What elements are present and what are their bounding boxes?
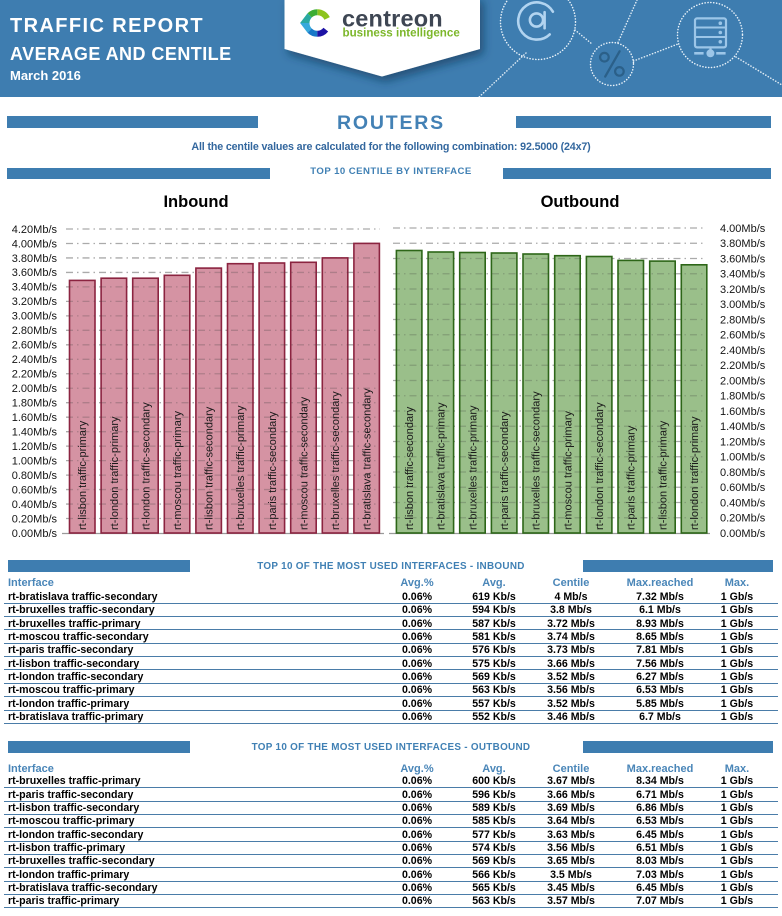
svg-text:0.00Mb/s: 0.00Mb/s [720, 528, 766, 540]
svg-text:1.40Mb/s: 1.40Mb/s [720, 421, 766, 433]
svg-text:rt-moscou traffic-primary: rt-moscou traffic-primary [172, 411, 184, 530]
svg-text:2.80Mb/s: 2.80Mb/s [12, 325, 58, 337]
svg-text:2.60Mb/s: 2.60Mb/s [12, 340, 58, 352]
svg-text:2.60Mb/s: 2.60Mb/s [720, 330, 766, 342]
svg-text:centreon: centreon [342, 6, 443, 32]
svg-text:1.80Mb/s: 1.80Mb/s [12, 398, 58, 410]
svg-text:rt-london traffic-primary: rt-london traffic-primary [689, 416, 701, 530]
svg-text:0.40Mb/s: 0.40Mb/s [12, 499, 58, 511]
svg-text:1.60Mb/s: 1.60Mb/s [720, 406, 766, 418]
svg-text:3.80Mb/s: 3.80Mb/s [720, 238, 766, 250]
svg-text:0.80Mb/s: 0.80Mb/s [720, 467, 766, 479]
svg-text:business intelligence: business intelligence [343, 27, 461, 40]
svg-text:rt-paris traffic-secondary: rt-paris traffic-secondary [267, 411, 279, 530]
svg-text:3.00Mb/s: 3.00Mb/s [720, 299, 766, 311]
svg-text:1.20Mb/s: 1.20Mb/s [720, 436, 766, 448]
svg-text:2.00Mb/s: 2.00Mb/s [12, 383, 58, 395]
svg-text:2.20Mb/s: 2.20Mb/s [12, 369, 58, 381]
svg-text:rt-bruxelles traffic-secondary: rt-bruxelles traffic-secondary [531, 391, 543, 530]
svg-text:rt-bruxelles traffic-primary: rt-bruxelles traffic-primary [235, 405, 247, 530]
svg-text:rt-moscou traffic-primary: rt-moscou traffic-primary [562, 411, 574, 530]
svg-text:rt-london traffic-secondary: rt-london traffic-secondary [594, 402, 606, 530]
svg-text:rt-paris traffic-secondary: rt-paris traffic-secondary [499, 411, 511, 530]
svg-text:2.00Mb/s: 2.00Mb/s [720, 375, 766, 387]
svg-text:1.00Mb/s: 1.00Mb/s [720, 452, 766, 464]
svg-text:rt-moscou traffic-secondary: rt-moscou traffic-secondary [298, 396, 310, 530]
svg-text:0.60Mb/s: 0.60Mb/s [720, 482, 766, 494]
svg-text:3.60Mb/s: 3.60Mb/s [12, 267, 58, 279]
svg-text:0.60Mb/s: 0.60Mb/s [12, 484, 58, 496]
svg-text:2.40Mb/s: 2.40Mb/s [12, 354, 58, 366]
svg-text:rt-bruxelles traffic-secondary: rt-bruxelles traffic-secondary [330, 391, 342, 530]
svg-text:2.80Mb/s: 2.80Mb/s [720, 314, 766, 326]
svg-text:0.20Mb/s: 0.20Mb/s [720, 513, 766, 525]
svg-text:1.80Mb/s: 1.80Mb/s [720, 391, 766, 403]
svg-text:Inbound: Inbound [163, 193, 228, 211]
svg-text:2.40Mb/s: 2.40Mb/s [720, 345, 766, 357]
svg-text:3.40Mb/s: 3.40Mb/s [12, 282, 58, 294]
svg-text:4.00Mb/s: 4.00Mb/s [12, 238, 58, 250]
svg-text:Outbound: Outbound [541, 193, 620, 211]
svg-text:3.40Mb/s: 3.40Mb/s [720, 269, 766, 281]
svg-text:0.00Mb/s: 0.00Mb/s [12, 528, 58, 540]
svg-text:4.00Mb/s: 4.00Mb/s [720, 223, 766, 235]
svg-text:1.20Mb/s: 1.20Mb/s [12, 441, 58, 453]
svg-text:2.20Mb/s: 2.20Mb/s [720, 360, 766, 372]
svg-text:0.40Mb/s: 0.40Mb/s [720, 497, 766, 509]
svg-text:rt-lisbon traffic-secondary: rt-lisbon traffic-secondary [204, 406, 216, 530]
svg-text:rt-london traffic-primary: rt-london traffic-primary [109, 416, 121, 530]
svg-text:rt-bratislava traffic-secondar: rt-bratislava traffic-secondary [362, 388, 374, 530]
svg-text:1.60Mb/s: 1.60Mb/s [12, 412, 58, 424]
svg-text:3.80Mb/s: 3.80Mb/s [12, 253, 58, 265]
svg-text:rt-lisbon traffic-secondary: rt-lisbon traffic-secondary [404, 406, 416, 530]
svg-text:1.40Mb/s: 1.40Mb/s [12, 427, 58, 439]
svg-text:rt-london traffic-secondary: rt-london traffic-secondary [140, 402, 152, 530]
svg-text:0.80Mb/s: 0.80Mb/s [12, 470, 58, 482]
svg-text:3.00Mb/s: 3.00Mb/s [12, 311, 58, 323]
svg-text:1.00Mb/s: 1.00Mb/s [12, 455, 58, 467]
svg-text:3.20Mb/s: 3.20Mb/s [720, 284, 766, 296]
svg-text:3.20Mb/s: 3.20Mb/s [12, 296, 58, 308]
svg-text:rt-bruxelles traffic-primary: rt-bruxelles traffic-primary [467, 405, 479, 530]
svg-text:rt-lisbon traffic-primary: rt-lisbon traffic-primary [77, 420, 89, 530]
svg-text:rt-bratislava traffic-primary: rt-bratislava traffic-primary [436, 402, 448, 530]
svg-text:0.20Mb/s: 0.20Mb/s [12, 513, 58, 525]
svg-text:rt-lisbon traffic-primary: rt-lisbon traffic-primary [657, 420, 669, 530]
svg-text:4.20Mb/s: 4.20Mb/s [12, 224, 58, 236]
svg-text:3.60Mb/s: 3.60Mb/s [720, 253, 766, 265]
svg-text:rt-paris traffic-primary: rt-paris traffic-primary [626, 425, 638, 530]
